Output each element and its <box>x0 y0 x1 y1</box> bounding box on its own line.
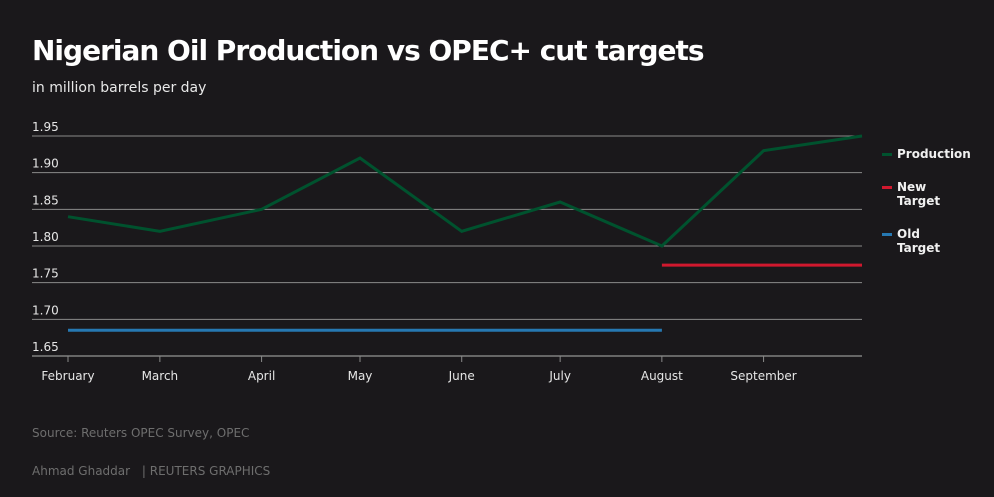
x-tick-label: July <box>548 369 571 383</box>
chart-subtitle: in million barrels per day <box>32 80 207 96</box>
y-tick-label: 1.90 <box>32 157 59 171</box>
credit: Ahmad Ghaddar | REUTERS GRAPHICS <box>32 464 270 478</box>
source-note: Source: Reuters OPEC Survey, OPEC <box>32 426 250 440</box>
x-tick-label: August <box>641 369 683 383</box>
legend-item-old-target: Old Target <box>882 227 967 255</box>
legend-label: New Target <box>897 180 941 208</box>
series-line-production <box>67 134 863 248</box>
legend-label: Old Target <box>897 227 941 255</box>
legend-label: Production <box>897 147 971 161</box>
x-tick-label: September <box>730 369 796 383</box>
x-tick-label: February <box>41 369 94 383</box>
x-tick-label: April <box>248 369 275 383</box>
y-tick-label: 1.95 <box>32 120 59 134</box>
agency: | REUTERS GRAPHICS <box>141 464 271 478</box>
legend-swatch <box>882 153 892 156</box>
x-tick-label: June <box>448 369 475 383</box>
y-tick-label: 1.65 <box>32 340 59 354</box>
y-tick-label: 1.70 <box>32 303 59 317</box>
chart-title: Nigerian Oil Production vs OPEC+ cut tar… <box>32 34 705 67</box>
y-tick-label: 1.85 <box>32 193 59 207</box>
legend-swatch <box>882 233 892 236</box>
author: Ahmad Ghaddar <box>32 464 131 478</box>
legend-item-production: Production <box>882 147 971 161</box>
x-tick-label: March <box>142 369 179 383</box>
legend-swatch <box>882 186 892 189</box>
y-tick-label: 1.75 <box>32 267 59 281</box>
y-tick-label: 1.80 <box>32 230 59 244</box>
x-tick-label: May <box>348 369 373 383</box>
legend-item-new-target: New Target <box>882 180 967 208</box>
